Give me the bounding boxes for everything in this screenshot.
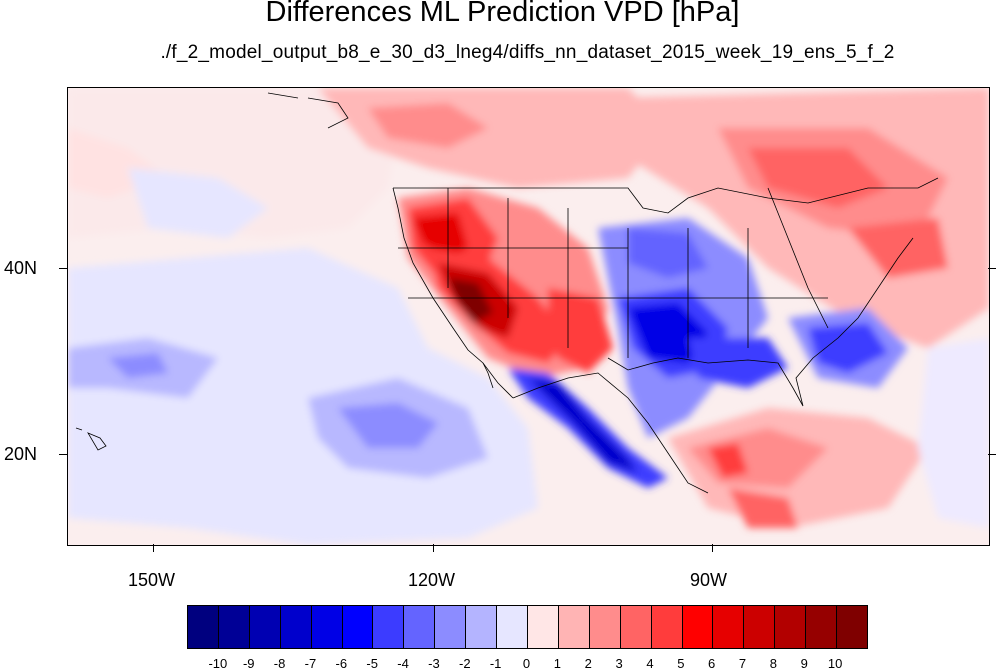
colorbar-box bbox=[466, 606, 498, 648]
lon-label-150w: 150W bbox=[128, 570, 176, 590]
lat-label-20n: 20N bbox=[4, 444, 38, 464]
colorbar-label: -8 bbox=[273, 656, 286, 671]
colorbar-label: 4 bbox=[646, 656, 654, 671]
colorbar-label: 5 bbox=[677, 656, 685, 671]
colorbar-box bbox=[713, 606, 745, 648]
colorbar-label: 9 bbox=[800, 656, 808, 671]
colorbar-box bbox=[311, 606, 343, 648]
colorbar-box bbox=[620, 606, 652, 648]
colorbar-box bbox=[435, 606, 467, 648]
lon-tick-120w bbox=[433, 544, 434, 552]
colorbar-box bbox=[837, 606, 867, 648]
map-plot-area bbox=[67, 87, 990, 546]
lon-label-120w: 120W bbox=[408, 570, 456, 590]
colorbar-box bbox=[651, 606, 683, 648]
colorbar-box bbox=[806, 606, 838, 648]
colorbar-box bbox=[589, 606, 621, 648]
colorbar-label: -5 bbox=[366, 656, 378, 671]
chart-subtitle: ./f_2_model_output_b8_e_30_d3_lneg4/diff… bbox=[160, 42, 895, 63]
coastlines bbox=[75, 92, 939, 494]
colorbar-label: -4 bbox=[397, 656, 409, 671]
colorbar-box bbox=[744, 606, 776, 648]
colorbar-box bbox=[682, 606, 714, 648]
colorbar-label: -3 bbox=[428, 656, 440, 671]
colorbar-label: -10 bbox=[208, 656, 228, 671]
vpd-heatmap bbox=[68, 88, 989, 545]
colorbar-box bbox=[775, 606, 807, 648]
colorbar-box bbox=[404, 606, 436, 648]
colorbar-box bbox=[373, 606, 405, 648]
chart-title: Differences ML Prediction VPD [hPa] bbox=[265, 0, 740, 28]
colorbar-label: 1 bbox=[553, 656, 561, 671]
colorbar-box bbox=[497, 606, 528, 648]
lat-tick-40n bbox=[59, 268, 67, 269]
colorbar-box bbox=[280, 606, 312, 648]
colorbar-box bbox=[342, 606, 374, 648]
colorbar-label: -1 bbox=[489, 656, 502, 671]
colorbar-label: 6 bbox=[708, 656, 716, 671]
lon-label-90w: 90W bbox=[690, 570, 728, 590]
colorbar-label: 2 bbox=[584, 656, 592, 671]
lat-tick-40n-right bbox=[988, 268, 996, 269]
colorbar-label: 7 bbox=[738, 656, 747, 671]
colorbar-label: 0 bbox=[522, 656, 531, 671]
colorbar bbox=[187, 605, 868, 649]
lat-tick-20n-right bbox=[988, 454, 996, 455]
colorbar-box bbox=[249, 606, 281, 648]
colorbar-label: -9 bbox=[242, 656, 255, 671]
colorbar-box bbox=[558, 606, 590, 648]
colorbar-label: 10 bbox=[827, 656, 843, 671]
colorbar-box bbox=[218, 606, 250, 648]
colorbar-label: -7 bbox=[304, 656, 317, 671]
lat-tick-20n bbox=[59, 454, 67, 455]
lat-label-40n: 40N bbox=[4, 258, 38, 278]
colorbar-label: 3 bbox=[615, 656, 623, 671]
colorbar-box bbox=[188, 606, 219, 648]
colorbar-box bbox=[527, 606, 559, 648]
lon-tick-150w bbox=[153, 544, 154, 552]
colorbar-label: -2 bbox=[458, 656, 471, 671]
colorbar-label: 8 bbox=[769, 656, 778, 671]
lon-tick-90w bbox=[712, 544, 713, 552]
colorbar-label: -6 bbox=[335, 656, 348, 671]
